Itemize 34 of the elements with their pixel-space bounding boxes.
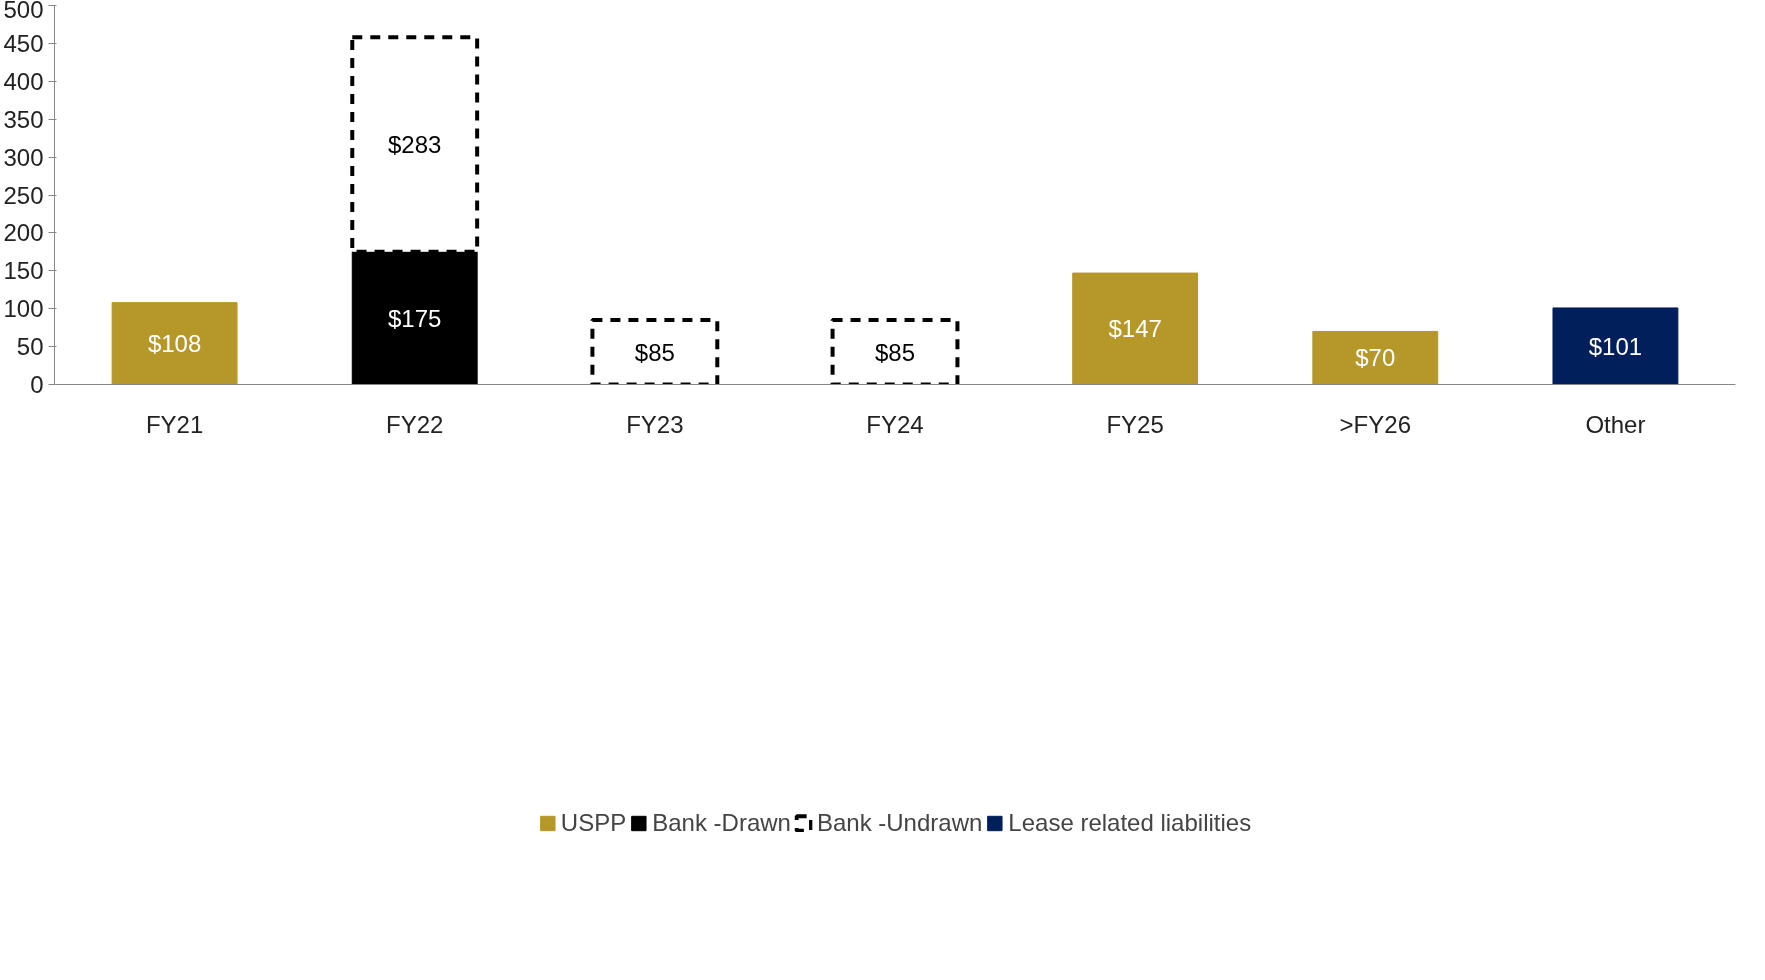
- legend-label: USPP: [560, 809, 627, 837]
- y-tick-label: 350: [3, 105, 44, 133]
- x-tick-label: Other: [1585, 410, 1646, 438]
- x-tick-label: >FY26: [1339, 410, 1411, 438]
- legend-label: Lease related liabilities: [1008, 809, 1252, 837]
- data-label: $85: [874, 338, 916, 366]
- y-tick-label: 200: [3, 219, 44, 247]
- bar: [1552, 307, 1679, 385]
- legend-label: Bank -Undrawn: [816, 809, 983, 837]
- data-label: $108: [147, 330, 202, 358]
- bar: [1072, 272, 1199, 385]
- bar: [111, 302, 238, 385]
- y-tick-label: 50: [16, 333, 44, 361]
- data-label: $283: [388, 131, 442, 159]
- y-tick-label: 400: [3, 67, 44, 95]
- y-tick-label: 150: [3, 257, 44, 285]
- data-label: $147: [1108, 315, 1162, 343]
- x-tick-label: FY23: [626, 410, 684, 438]
- data-label: $70: [1355, 344, 1396, 372]
- x-tick-label: FY22: [386, 410, 444, 438]
- y-tick-label: 450: [3, 29, 44, 57]
- data-label: $85: [634, 338, 675, 366]
- data-label: $101: [1588, 332, 1643, 360]
- y-tick-label: 500: [3, 0, 44, 23]
- x-tick-label: FY25: [1106, 410, 1164, 438]
- y-tick-label: 100: [3, 295, 44, 323]
- y-tick-label: 0: [30, 371, 44, 398]
- y-tick-label: 300: [3, 143, 44, 171]
- y-tick-label: 250: [3, 181, 44, 209]
- x-tick-label: FY21: [145, 410, 204, 438]
- bar: [1312, 330, 1439, 385]
- data-label: $175: [388, 304, 442, 332]
- legend-label: Bank -Drawn: [652, 809, 791, 837]
- x-tick-label: FY24: [866, 410, 924, 438]
